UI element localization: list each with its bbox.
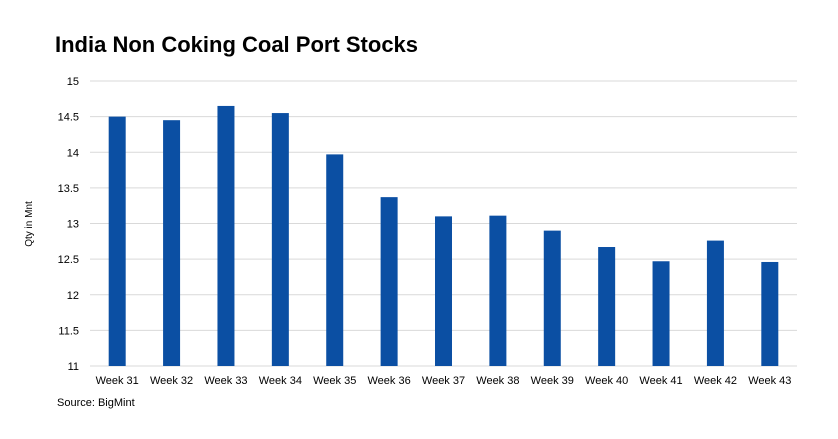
bar — [489, 215, 507, 366]
bar — [598, 247, 616, 366]
y-tick-label: 12 — [67, 290, 79, 302]
x-axis-ticks: Week 31 Week 32 Week 33 Week 34 Week 35 Week … — [96, 375, 792, 387]
bar — [108, 116, 126, 366]
x-tick-label: Week 38 — [476, 375, 519, 387]
y-tick-label: 11 — [68, 361, 79, 373]
bar — [706, 240, 724, 366]
y-tick-label: 14 — [67, 147, 79, 159]
bar — [326, 154, 344, 366]
x-tick-label: Week 36 — [368, 375, 411, 387]
y-tick-label: 12.5 — [58, 254, 79, 266]
bar — [163, 120, 181, 366]
y-tick-label: 13.5 — [58, 183, 79, 195]
x-tick-label: Week 37 — [422, 375, 465, 387]
x-tick-label: Week 31 — [96, 375, 139, 387]
bar — [435, 216, 452, 366]
bar — [217, 105, 235, 366]
x-tick-label: Week 40 — [585, 375, 628, 387]
x-tick-label: Week 42 — [694, 375, 737, 387]
x-tick-label: Week 39 — [531, 375, 574, 387]
x-tick-label: Week 33 — [204, 375, 247, 387]
bar — [761, 261, 779, 366]
bars — [108, 105, 779, 366]
x-tick-label: Week 34 — [259, 375, 302, 387]
x-tick-label: Week 32 — [150, 375, 193, 387]
source-note: Source: BigMint — [57, 397, 135, 409]
bar — [271, 113, 289, 366]
x-tick-label: Week 41 — [639, 375, 682, 387]
bar — [380, 197, 398, 366]
x-tick-label: Week 35 — [313, 375, 356, 387]
y-tick-label: 15 — [67, 76, 79, 88]
y-tick-label: 13 — [67, 219, 79, 231]
y-tick-label: 11.5 — [58, 325, 79, 337]
chart-title: India Non Coking Coal Port Stocks — [55, 32, 419, 57]
y-tick-label: 14.5 — [58, 112, 79, 124]
y-axis-label: Qty in Mnt — [24, 201, 35, 247]
bar — [543, 230, 561, 366]
y-axis-ticks: 11 11.5 12 12.5 13 13.5 14 14.5 15 — [58, 76, 79, 373]
bar — [652, 261, 670, 366]
x-tick-label: Week 43 — [748, 375, 791, 387]
